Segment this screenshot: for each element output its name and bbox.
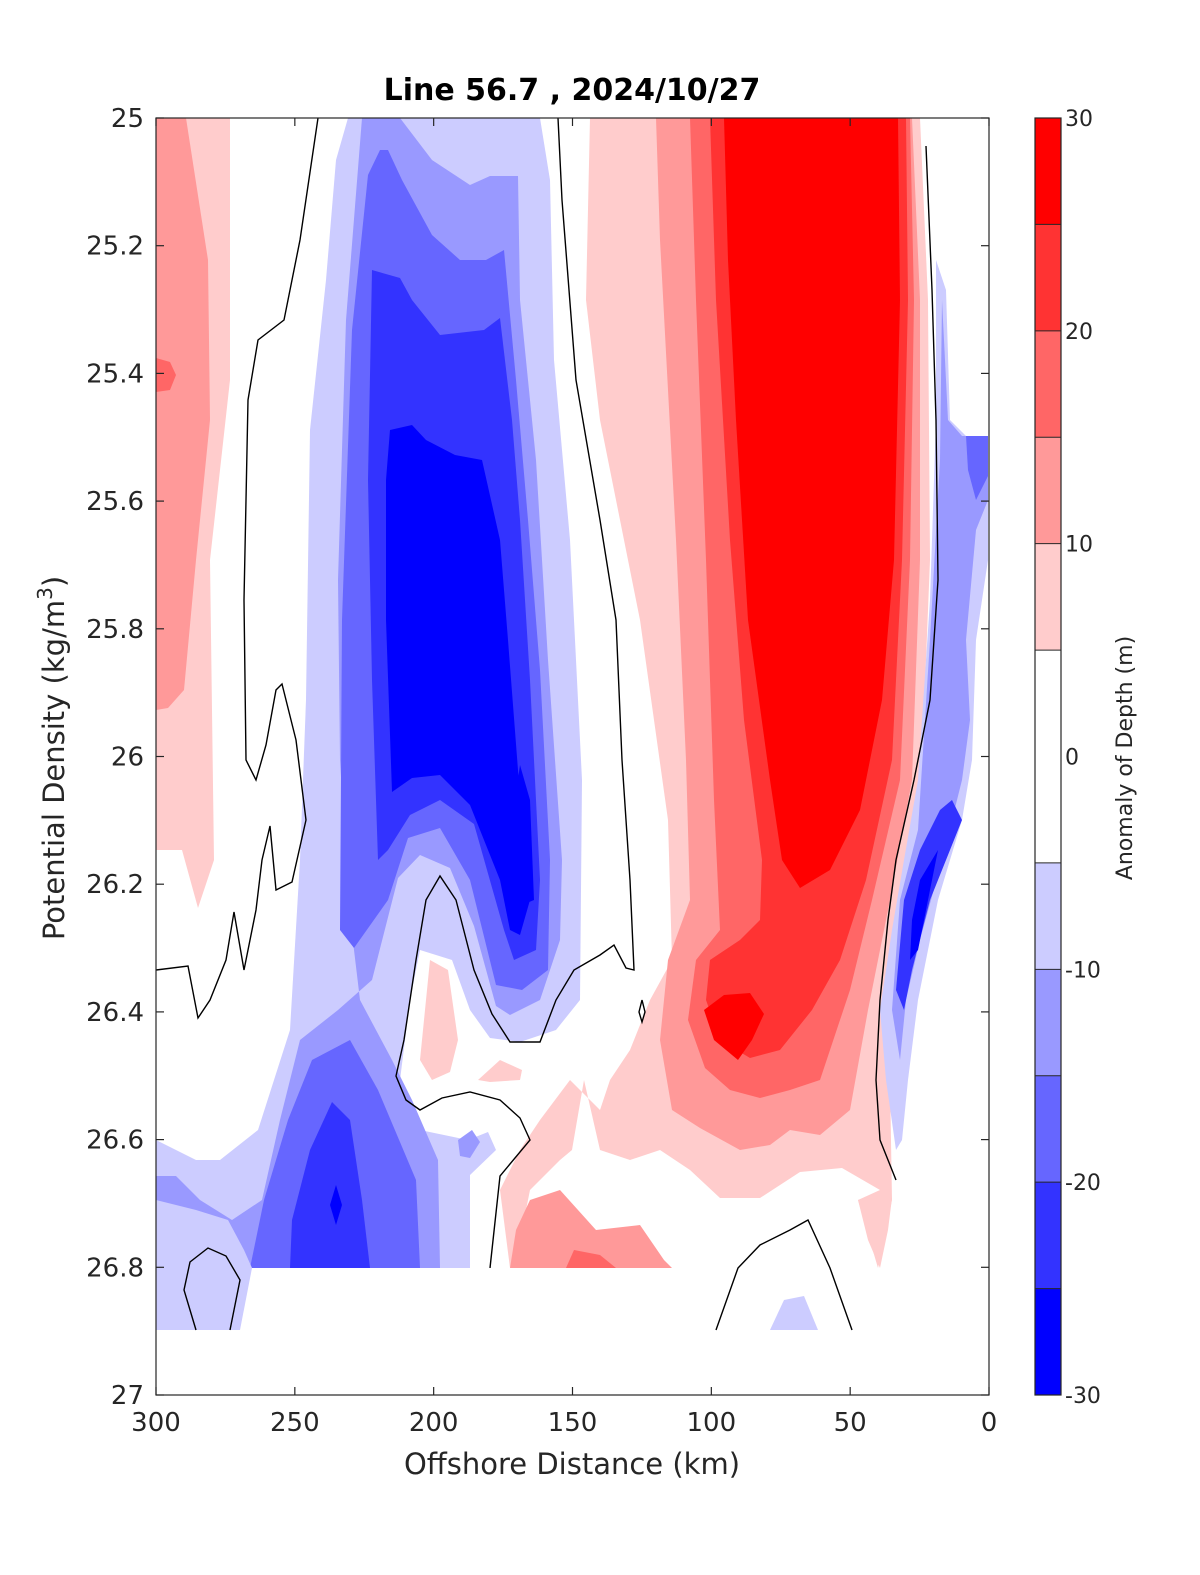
colorbar: 30 20 10 0 -10 -20 -30 [1034, 107, 1101, 1409]
colorbar-swatch [1035, 118, 1061, 225]
colorbar-swatch [1035, 224, 1061, 331]
contour-fill-neg-5e [770, 1296, 818, 1330]
x-tick-label: 300 [131, 1408, 181, 1438]
colorbar-tick-label: 20 [1065, 320, 1093, 345]
colorbar-tick-label: -30 [1065, 1384, 1101, 1409]
x-axis: 300 250 200 150 100 50 0 [131, 118, 997, 1438]
colorbar-swatch [1035, 437, 1061, 544]
colorbar-swatch [1035, 650, 1061, 863]
y-tick-label: 25.8 [86, 615, 144, 645]
colorbar-tick-label: 10 [1065, 533, 1093, 558]
x-tick-label: 200 [409, 1408, 459, 1438]
colorbar-tick-label: -20 [1065, 1171, 1101, 1196]
contour-fill-neg-25c [910, 850, 938, 960]
colorbar-tick-label: -10 [1065, 958, 1101, 983]
colorbar-swatch [1035, 969, 1061, 1076]
colorbar-swatch [1035, 1288, 1061, 1395]
y-axis: 25 25.2 25.4 25.6 25.8 26 26.2 26.4 26.6 26.8 27 [86, 104, 989, 1411]
colorbar-swatch [1035, 543, 1061, 651]
contour-fill-pos-15 [156, 358, 176, 392]
zero-contours [156, 118, 939, 1331]
y-tick-label: 27 [111, 1381, 144, 1411]
y-axis-label: Potential Density (kg/m3) [33, 576, 71, 940]
x-tick-label: 100 [687, 1408, 737, 1438]
contour-fill-pos-5e [858, 1193, 892, 1268]
contour-fill-neg-5d [156, 1200, 252, 1330]
contour-fill-neg-30b [508, 765, 534, 905]
contour-fill-neg-30 [390, 550, 465, 760]
colorbar-swatch [1035, 862, 1061, 970]
colorbar-tick-label: 30 [1065, 107, 1093, 132]
zero-contour-line [395, 118, 635, 1269]
contour-fill-pos-10 [156, 118, 210, 710]
contour-fill-pos-15c [566, 1250, 616, 1268]
colorbar-swatch [1035, 1182, 1061, 1289]
x-tick-label: 50 [834, 1408, 867, 1438]
y-tick-label: 26.8 [86, 1253, 144, 1283]
contour-fill-neg-15c [966, 436, 988, 500]
contour-fill-neg-5b [458, 1130, 480, 1158]
zero-contour-line [638, 999, 646, 1025]
contour-fill-pos-5b [420, 960, 458, 1080]
contour-fill-neg-20b [290, 1102, 370, 1268]
x-tick-label: 150 [548, 1408, 598, 1438]
chart-title: Line 56.7 , 2024/10/27 [384, 73, 761, 108]
x-tick-label: 250 [270, 1408, 320, 1438]
no-data-region [262, 1268, 564, 1332]
contour-fill-pos-10c [510, 1190, 672, 1268]
contour-fill-neg-20c [896, 800, 962, 1010]
y-tick-label: 25.6 [86, 487, 144, 517]
contour-fill-pos-25 [724, 118, 900, 888]
x-axis-label: Offshore Distance (km) [404, 1447, 740, 1481]
y-tick-label: 26.6 [86, 1126, 144, 1156]
y-tick-label: 25 [111, 104, 144, 134]
colorbar-frame [1034, 117, 1062, 1396]
no-data-region [156, 1332, 989, 1395]
contour-fill-neg-30c [330, 1185, 342, 1225]
colorbar-label: Anomaly of Depth (m) [1113, 636, 1138, 880]
contour-fill-pos-25b [704, 993, 764, 1060]
y-tick-label: 26 [111, 743, 144, 773]
colorbar-swatch [1035, 1075, 1061, 1183]
y-tick-label: 26.4 [86, 998, 144, 1028]
plot-area [156, 118, 989, 1395]
x-tick-label: 0 [981, 1408, 998, 1438]
y-tick-label: 25.4 [86, 359, 144, 389]
colorbar-tick-label: 0 [1065, 746, 1079, 771]
y-tick-label: 25.2 [86, 232, 144, 262]
zero-contour-line [156, 118, 319, 1020]
contour-fill-pos-5c [478, 1060, 522, 1082]
zero-contour-line [875, 145, 939, 1181]
zero-contour-line [715, 1219, 853, 1331]
colorbar-swatch [1035, 330, 1061, 438]
zero-contour-line [183, 1247, 241, 1331]
y-tick-label: 26.2 [86, 870, 144, 900]
